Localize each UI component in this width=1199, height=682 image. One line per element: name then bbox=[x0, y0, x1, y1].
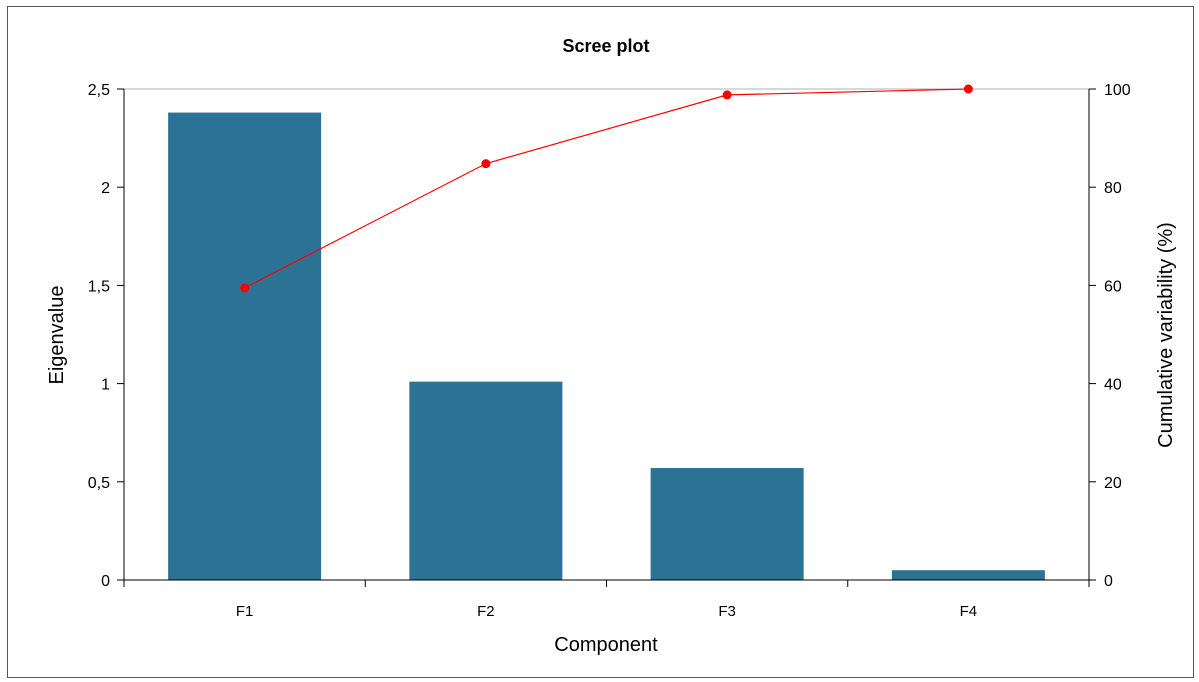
right-tick-label: 0 bbox=[1104, 573, 1113, 590]
chart-title: Scree plot bbox=[562, 36, 649, 56]
bar-series bbox=[168, 112, 1045, 581]
cumulative-point-f1 bbox=[240, 283, 250, 293]
x-axis-title: Component bbox=[554, 634, 658, 656]
right-tick-label: 20 bbox=[1104, 475, 1122, 492]
left-tick-label: 2,5 bbox=[88, 82, 110, 99]
bar-f2 bbox=[409, 381, 563, 580]
right-tick-label: 100 bbox=[1104, 82, 1131, 99]
cumulative-point-f2 bbox=[481, 159, 491, 169]
left-tick-label: 0,5 bbox=[88, 475, 110, 492]
left-tick-label: 1 bbox=[101, 377, 110, 394]
right-tick-label: 60 bbox=[1104, 278, 1122, 295]
bar-f3 bbox=[650, 468, 804, 580]
right-tick-label: 80 bbox=[1104, 180, 1122, 197]
right-axis-ticks: 0 20 40 60 80 100 bbox=[1089, 82, 1131, 590]
category-label: F3 bbox=[718, 603, 736, 620]
y-axis-title: Eigenvalue bbox=[46, 286, 68, 385]
x-axis-ticks: F1 F2 F3 F4 bbox=[123, 580, 1090, 620]
left-axis-ticks: 0 0,5 1 1,5 2 2,5 bbox=[88, 82, 124, 590]
cumulative-variability-line bbox=[244, 88, 969, 289]
y2-axis-title: Cumulative variability (%) bbox=[1155, 222, 1177, 448]
left-tick-label: 1,5 bbox=[88, 278, 110, 295]
bar-f4 bbox=[891, 570, 1045, 580]
left-tick-label: 0 bbox=[101, 573, 110, 590]
right-tick-label: 40 bbox=[1104, 377, 1122, 394]
category-label: F4 bbox=[960, 603, 978, 620]
category-label: F2 bbox=[477, 603, 495, 620]
cumulative-point-f3 bbox=[722, 90, 732, 100]
bar-f1 bbox=[168, 112, 322, 581]
line-series bbox=[240, 84, 973, 293]
cumulative-point-f4 bbox=[963, 84, 973, 94]
category-label: F1 bbox=[236, 603, 254, 620]
left-tick-label: 2 bbox=[101, 180, 110, 197]
